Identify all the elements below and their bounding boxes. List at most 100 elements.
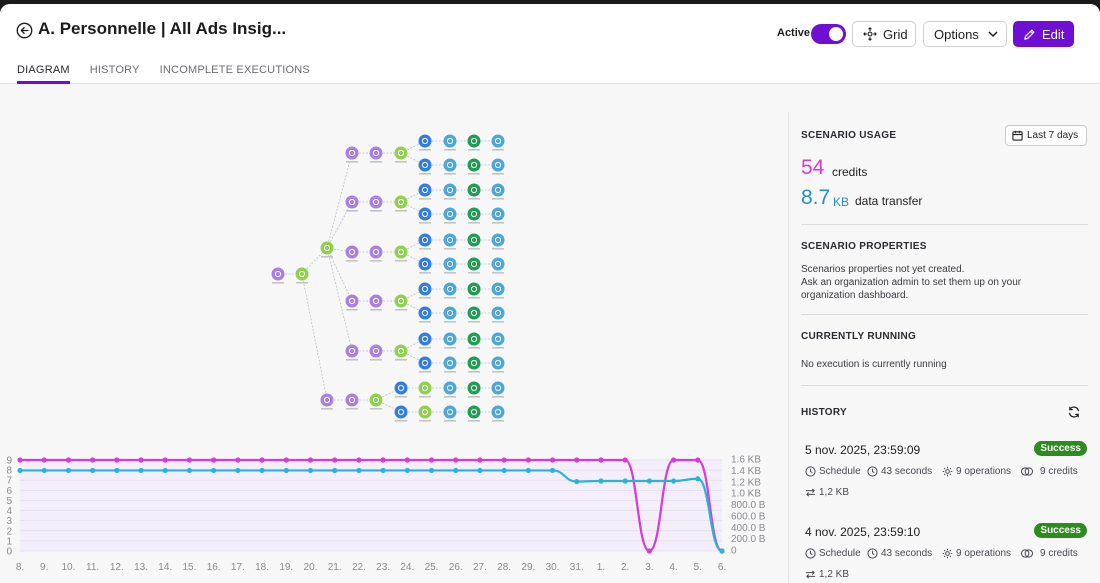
history-item[interactable]: 5 nov. 2025, 23:59:09 Success Schedule 4…	[805, 441, 1087, 503]
module-node	[467, 257, 481, 271]
scenario-properties-title: SCENARIO PROPERTIES	[801, 241, 927, 252]
tab-diagram[interactable]: DIAGRAM	[17, 64, 70, 84]
module-node	[443, 233, 457, 247]
module-glyph	[446, 137, 454, 145]
module-glyph	[470, 260, 478, 268]
data-point	[549, 457, 556, 463]
data-point	[501, 467, 507, 474]
coins-icon	[1020, 467, 1034, 476]
module-caption	[444, 248, 456, 250]
module-caption	[346, 359, 358, 361]
data-point	[380, 467, 386, 474]
clock-icon	[805, 548, 816, 559]
history-operations: 9 operations	[942, 466, 1011, 477]
module-glyph	[446, 384, 454, 392]
x-tick-label: 22.	[352, 562, 366, 573]
x-tick-label: 17.	[231, 562, 245, 573]
module-glyph	[470, 161, 478, 169]
y-right-tick-label: 0	[731, 546, 737, 557]
x-tick-label: 4.	[669, 562, 677, 573]
back-icon[interactable]	[16, 22, 33, 39]
y-left-tick-label: 4	[6, 506, 12, 517]
module-glyph	[348, 149, 356, 157]
flow-connector	[301, 247, 328, 275]
y-right-tick-label: 1.6 KB	[731, 455, 761, 466]
transfer-arrows-icon	[805, 488, 816, 497]
module-node	[443, 306, 457, 320]
module-caption	[296, 282, 308, 284]
data-point	[574, 478, 580, 485]
data-point	[549, 467, 556, 474]
history-transfer: 1,2 KB	[805, 569, 849, 580]
module-caption	[370, 309, 382, 311]
x-tick-label: 19.	[279, 562, 293, 573]
scenario-side-panel: SCENARIO USAGE Last 7 days 54 credits 8.…	[788, 112, 1100, 583]
module-glyph	[348, 198, 356, 206]
module-caption	[321, 256, 333, 258]
history-credits-label: 9 credits	[1040, 548, 1078, 559]
data-point	[235, 467, 241, 474]
module-glyph	[421, 186, 429, 194]
history-item[interactable]: 4 nov. 2025, 23:59:10 Success Schedule 4…	[805, 523, 1087, 583]
module-glyph	[421, 236, 429, 244]
module-caption	[395, 161, 407, 163]
history-duration-label: 43 seconds	[881, 466, 933, 477]
module-glyph	[470, 186, 478, 194]
tab-incomplete-executions[interactable]: INCOMPLETE EXECUTIONS	[159, 64, 310, 76]
module-caption	[468, 371, 480, 373]
module-caption	[492, 198, 504, 200]
history-transfer-label: 1,2 KB	[819, 487, 850, 498]
module-caption	[492, 321, 504, 323]
data-point	[65, 467, 72, 474]
module-caption	[468, 248, 480, 250]
module-caption	[419, 248, 431, 250]
transfer-arrows-icon	[805, 570, 816, 579]
module-glyph	[421, 285, 429, 293]
y-right-tick-label: 1.0 KB	[731, 489, 761, 500]
flow-connector	[326, 247, 353, 352]
data-point	[41, 467, 47, 474]
module-glyph	[397, 248, 405, 256]
period-selector[interactable]: Last 7 days	[1005, 125, 1087, 146]
module-glyph	[494, 161, 502, 169]
module-glyph	[470, 384, 478, 392]
module-glyph	[372, 198, 380, 206]
history-credits-label: 9 credits	[1040, 466, 1078, 477]
edit-button[interactable]: Edit	[1013, 21, 1074, 47]
options-button[interactable]: Options	[923, 21, 1007, 47]
clock-icon	[867, 466, 878, 477]
clock-icon	[805, 466, 816, 477]
data-point	[235, 457, 241, 463]
data-point	[477, 457, 483, 463]
module-node	[345, 146, 359, 160]
y-left-tick-label: 6	[6, 486, 12, 497]
data-point	[211, 467, 217, 474]
active-toggle[interactable]	[811, 24, 846, 44]
module-node	[345, 195, 359, 209]
tab-history[interactable]: HISTORY	[89, 64, 140, 76]
module-caption	[346, 161, 358, 163]
active-label: Active	[777, 27, 811, 39]
x-tick-label: 18.	[255, 562, 269, 573]
flow-connector	[326, 152, 353, 249]
history-date: 5 nov. 2025, 23:59:09	[805, 443, 921, 457]
data-point	[453, 467, 459, 474]
scenario-flow-diagram[interactable]	[0, 85, 786, 445]
y-right-tick-label: 400.0 B	[731, 523, 766, 534]
calendar-icon	[1012, 130, 1023, 141]
module-glyph	[397, 149, 405, 157]
module-caption	[444, 272, 456, 274]
app-window: A. Personnelle | All Ads Insig... DIAGRA…	[0, 4, 1100, 583]
scenario-title[interactable]: A. Personnelle | All Ads Insig...	[38, 19, 287, 38]
period-label: Last 7 days	[1027, 130, 1079, 141]
y-right-tick-label: 600.0 B	[731, 511, 766, 522]
grid-button[interactable]: Grid	[852, 21, 916, 47]
divider	[801, 224, 1088, 225]
module-caption	[395, 309, 407, 311]
module-caption	[492, 297, 504, 299]
module-glyph	[494, 408, 502, 416]
module-node	[467, 282, 481, 296]
module-glyph	[421, 359, 429, 367]
properties-line-1: Scenarios properties not yet created.	[801, 264, 965, 275]
refresh-icon[interactable]	[1067, 405, 1081, 419]
